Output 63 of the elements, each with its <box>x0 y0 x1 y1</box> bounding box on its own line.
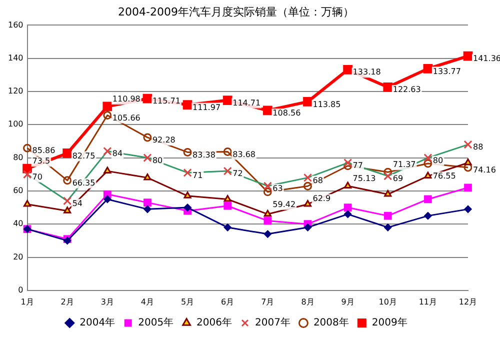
data-label: 88 <box>473 142 484 152</box>
x-tick-label: 6月 <box>221 297 234 306</box>
data-label: 111.97 <box>192 102 221 112</box>
data-label: 84 <box>112 149 123 158</box>
data-label: 62.9 <box>312 194 331 204</box>
data-label: 68 <box>312 176 323 185</box>
data-label: 69 <box>392 174 404 184</box>
y-tick-label: 120 <box>8 86 24 96</box>
data-label: 133.18 <box>352 68 381 77</box>
legend-label: 2009年 <box>372 316 408 329</box>
data-label: 54 <box>72 198 83 208</box>
data-label: 80 <box>432 156 444 165</box>
x-tick-label: 1月 <box>20 297 34 306</box>
data-label: 133.77 <box>432 66 461 76</box>
y-tick-label: 40 <box>13 219 24 228</box>
legend-label: 2004年 <box>80 316 116 329</box>
legend-label: 2007年 <box>255 316 290 329</box>
x-tick-label: 11月 <box>418 297 438 306</box>
data-label: 70 <box>32 172 42 182</box>
y-tick-label: 0 <box>18 285 24 294</box>
data-label: 80 <box>152 156 163 165</box>
y-tick-label: 140 <box>8 53 24 62</box>
x-tick-label: 5月 <box>180 297 194 306</box>
data-label: 114.71 <box>232 98 261 108</box>
data-label: 76.55 <box>432 172 456 181</box>
x-tick-label: 12月 <box>458 297 478 306</box>
chart-title: 2004-2009年汽车月度实际销量（单位：万辆） <box>118 5 354 18</box>
y-tick-label: 20 <box>13 252 24 262</box>
data-label: 83.38 <box>192 150 216 160</box>
x-tick-label: 8月 <box>301 297 314 306</box>
data-label: 122.63 <box>392 85 421 94</box>
x-tick-label: 7月 <box>261 297 274 306</box>
y-tick-label: 100 <box>8 120 24 129</box>
data-label: 77 <box>352 160 363 170</box>
data-label: 113.85 <box>312 100 341 109</box>
data-label: 74.16 <box>473 166 496 175</box>
legend-label: 2006年 <box>196 316 232 329</box>
data-label: 83.68 <box>232 150 256 159</box>
data-label: 85.86 <box>32 146 56 156</box>
data-label: 71.37 <box>392 160 416 170</box>
data-label: 92.28 <box>152 136 176 145</box>
x-tick-label: 2月 <box>60 297 74 306</box>
data-label: 66.35 <box>72 178 96 188</box>
x-tick-label: 10月 <box>378 297 397 306</box>
x-tick-label: 4月 <box>140 297 154 306</box>
data-label: 108.56 <box>272 108 301 118</box>
y-tick-label: 160 <box>8 20 24 30</box>
data-label: 59.42 <box>272 200 296 209</box>
y-tick-label: 80 <box>13 152 24 162</box>
x-tick-label: 3月 <box>100 297 114 306</box>
x-tick-label: 9月 <box>341 297 354 306</box>
data-label: 110.98 <box>112 94 140 104</box>
data-label: 105.66 <box>112 113 140 122</box>
data-label: 63 <box>272 184 283 194</box>
data-label: 82.75 <box>72 151 96 160</box>
y-tick-label: 60 <box>13 186 24 196</box>
data-label: 71 <box>192 170 203 180</box>
data-label: 75.13 <box>352 174 376 183</box>
legend-label: 2005年 <box>138 316 174 329</box>
data-label: 115.71 <box>152 96 180 106</box>
data-label: 72 <box>232 169 243 178</box>
data-label: 73.5 <box>32 156 50 166</box>
legend-label: 2008年 <box>313 316 349 329</box>
